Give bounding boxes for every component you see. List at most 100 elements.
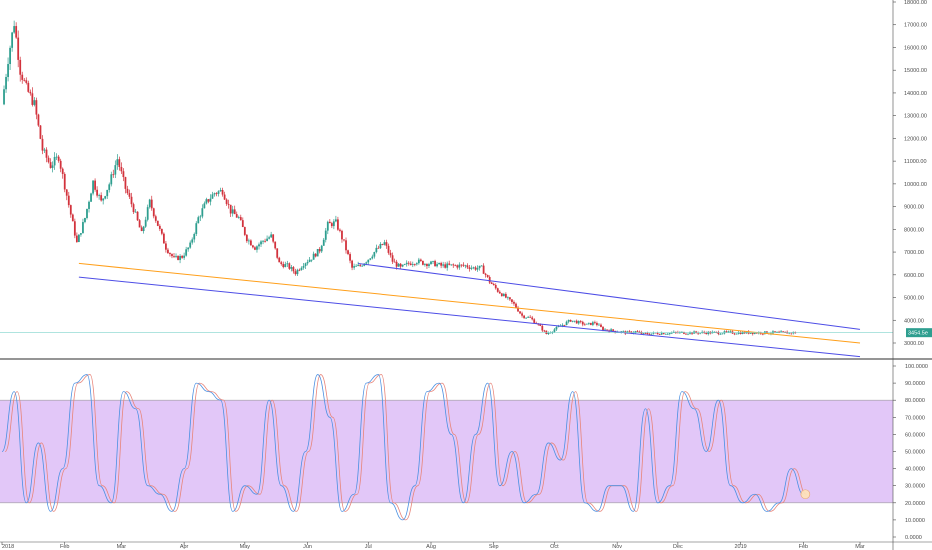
channel-lower-line[interactable] bbox=[78, 276, 861, 358]
candle-down bbox=[35, 100, 38, 115]
candle-down bbox=[685, 333, 687, 335]
candle-up bbox=[442, 264, 445, 266]
candle-down bbox=[490, 282, 493, 284]
candle-down bbox=[531, 317, 534, 320]
candle-down bbox=[328, 221, 331, 224]
candle-down bbox=[61, 168, 64, 174]
candle-up bbox=[98, 195, 101, 196]
candle-up bbox=[3, 89, 5, 105]
candle-down bbox=[539, 324, 542, 326]
candle-up bbox=[302, 265, 305, 268]
candle-up bbox=[571, 320, 574, 322]
candle-up bbox=[102, 198, 105, 201]
stoch-d-line[interactable] bbox=[4, 374, 807, 521]
candle-down bbox=[132, 204, 135, 213]
y-tick-label: 6000.00 bbox=[904, 273, 924, 279]
candle-up bbox=[549, 332, 552, 334]
candle-down bbox=[294, 271, 297, 275]
candle-up bbox=[148, 199, 151, 208]
candle-up bbox=[86, 208, 88, 219]
y-tick-label: 17000.00 bbox=[904, 23, 927, 29]
candle-down bbox=[452, 264, 455, 266]
candle-up bbox=[417, 259, 420, 264]
candle-up bbox=[672, 331, 675, 333]
candle-up bbox=[357, 264, 360, 266]
candle-down bbox=[167, 249, 169, 254]
candle-down bbox=[644, 332, 647, 334]
candle-down bbox=[49, 162, 52, 168]
candle-up bbox=[237, 217, 240, 218]
candle-down bbox=[636, 331, 639, 333]
candle-up bbox=[749, 332, 752, 334]
candle-down bbox=[589, 322, 592, 325]
y-tick-label: 8000.00 bbox=[904, 227, 924, 233]
candle-down bbox=[37, 114, 40, 126]
candle-down bbox=[96, 189, 99, 196]
candle-down bbox=[377, 247, 380, 249]
candle-up bbox=[284, 264, 287, 268]
candle-down bbox=[755, 332, 758, 334]
candle-down bbox=[630, 331, 633, 334]
candle-down bbox=[628, 331, 631, 333]
candle-up bbox=[201, 208, 204, 217]
candle-down bbox=[596, 323, 598, 325]
stoch-k-line[interactable] bbox=[1, 374, 804, 521]
candle-down bbox=[150, 199, 153, 209]
x-tick-label: Aug bbox=[426, 544, 436, 550]
x-tick-label: Mar bbox=[117, 544, 127, 550]
oscillator-pane[interactable] bbox=[0, 374, 893, 521]
x-tick-label: May bbox=[240, 544, 251, 550]
candle-down bbox=[440, 262, 443, 266]
candle-down bbox=[17, 37, 20, 60]
candle-down bbox=[569, 319, 572, 322]
candle-down bbox=[298, 269, 301, 271]
candle-down bbox=[658, 334, 661, 335]
candle-up bbox=[266, 238, 268, 242]
candle-down bbox=[207, 199, 210, 202]
candle-up bbox=[670, 332, 673, 334]
candle-up bbox=[82, 222, 84, 234]
candle-up bbox=[270, 234, 273, 238]
candle-down bbox=[774, 331, 776, 333]
candle-up bbox=[403, 264, 406, 265]
candle-up bbox=[199, 216, 202, 218]
channel-upper-line[interactable] bbox=[358, 262, 861, 330]
candle-up bbox=[565, 321, 568, 325]
y-tick-label: 3000.00 bbox=[904, 341, 924, 347]
x-tick-label: Jun bbox=[303, 544, 312, 550]
candle-down bbox=[462, 264, 465, 266]
candle-down bbox=[181, 255, 183, 258]
price-pane[interactable] bbox=[0, 0, 893, 358]
candle-down bbox=[254, 247, 256, 250]
candle-up bbox=[175, 255, 177, 257]
candle-up bbox=[55, 156, 58, 158]
candle-up bbox=[51, 165, 54, 168]
y-tick-label: 4000.00 bbox=[904, 318, 924, 324]
candle-down bbox=[399, 263, 402, 267]
candle-down bbox=[602, 326, 604, 331]
candle-down bbox=[521, 313, 523, 316]
channel-mid-line[interactable] bbox=[78, 262, 861, 344]
candle-up bbox=[561, 324, 564, 326]
candle-up bbox=[312, 253, 315, 260]
candle-up bbox=[203, 203, 206, 209]
candle-down bbox=[75, 235, 78, 243]
candle-down bbox=[71, 214, 74, 222]
candle-down bbox=[165, 243, 167, 250]
candle-up bbox=[681, 331, 683, 333]
candle-up bbox=[450, 264, 453, 266]
candle-up bbox=[424, 263, 426, 265]
candle-up bbox=[211, 194, 214, 199]
candle-up bbox=[7, 64, 9, 78]
candle-up bbox=[304, 263, 307, 266]
osc-y-tick-label: 10.0000 bbox=[905, 518, 925, 524]
candle-up bbox=[432, 260, 434, 262]
candle-up bbox=[90, 193, 92, 202]
candle-up bbox=[557, 326, 560, 327]
candle-down bbox=[239, 217, 242, 221]
candle-down bbox=[154, 216, 157, 221]
candle-down bbox=[272, 234, 275, 242]
candle-up bbox=[322, 239, 325, 246]
candle-down bbox=[513, 301, 515, 304]
